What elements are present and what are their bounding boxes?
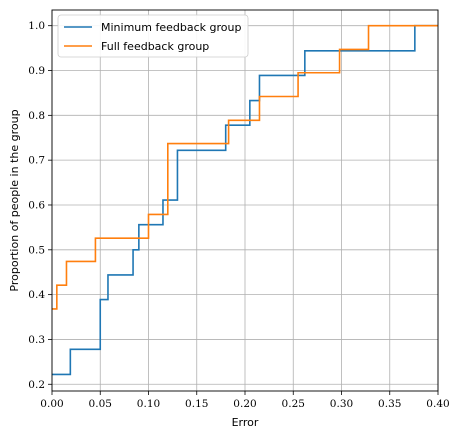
- y-tick-label-8: 1.0: [28, 20, 45, 32]
- y-axis-ticks: 0.2 0.3 0.4 0.5 0.6 0.7 0.8 0.9 1.0: [28, 20, 52, 391]
- x-tick-label-8: 0.40: [426, 398, 449, 410]
- y-axis-label: Proportion of people in the group: [8, 109, 21, 291]
- legend-label-1: Full feedback group: [101, 40, 209, 53]
- x-tick-label-6: 0.30: [330, 398, 353, 410]
- y-tick-label-4: 0.6: [28, 199, 45, 211]
- y-tick-label-1: 0.3: [28, 334, 45, 346]
- series-line-0: [52, 24, 438, 376]
- x-tick-label-4: 0.20: [233, 398, 256, 410]
- legend-label-0: Minimum feedback group: [101, 21, 241, 34]
- y-tick-label-6: 0.8: [28, 110, 45, 122]
- x-tick-label-2: 0.10: [137, 398, 160, 410]
- x-tick-label-7: 0.35: [378, 398, 401, 410]
- y-tick-label-7: 0.9: [28, 65, 45, 77]
- grid-lines: [51, 10, 439, 391]
- legend-box: [57, 14, 249, 58]
- y-tick-label-0: 0.2: [28, 379, 45, 391]
- x-tick-label-3: 0.15: [185, 398, 208, 410]
- x-tick-label-0: 0.00: [40, 398, 63, 410]
- x-tick-label-1: 0.05: [89, 398, 112, 410]
- y-tick-label-3: 0.5: [28, 244, 45, 256]
- x-axis-ticks: 0.00 0.05 0.10 0.15 0.20 0.25 0.30 0.35 0.40: [40, 391, 450, 410]
- legend: Minimum feedback group Full feedback grou…: [57, 14, 249, 58]
- x-axis-label: Error: [232, 416, 259, 429]
- series-line-1: [52, 24, 438, 310]
- plot-series: [52, 24, 438, 376]
- y-tick-label-2: 0.4: [28, 289, 45, 301]
- y-tick-label-5: 0.7: [28, 155, 45, 167]
- x-tick-label-5: 0.25: [282, 398, 305, 410]
